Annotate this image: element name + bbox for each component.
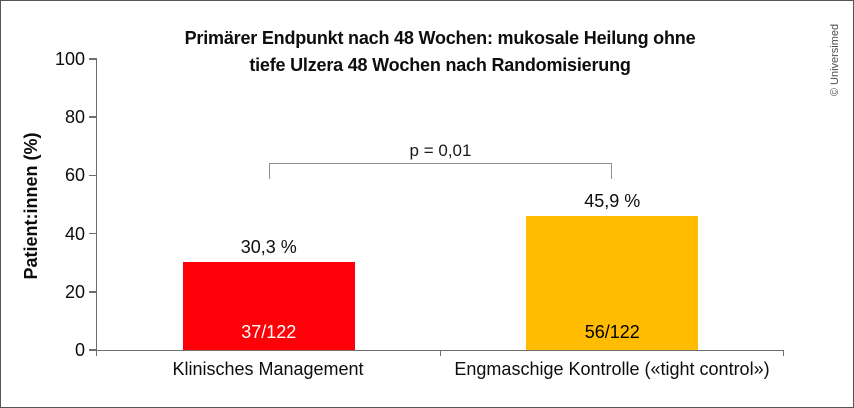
bar-count-label: 56/122 [584,322,640,342]
y-axis-tick [89,116,97,118]
bar-value-label: 30,3 % [240,236,297,257]
x-category-label-klinisches-management: Klinisches Management [172,359,364,379]
y-axis-tick [89,174,97,177]
y-tick-label: 40 [64,223,85,244]
y-tick-label: 20 [64,281,85,302]
x-axis-tick [95,350,97,356]
bar-klinisches-management: 37/122 [182,261,355,350]
y-axis-tick [89,349,97,351]
bars-container: 30,3 % 37/122 45,9 % 56/122 [97,59,784,350]
y-axis-tick [89,232,97,235]
bar-count-label: 37/122 [241,322,297,342]
x-axis-tick [439,350,441,356]
bar-tight-control: 56/122 [526,216,699,350]
bar-group-klinisches-management: 30,3 % 37/122 [97,59,441,350]
chart-title-line2: tiefe Ulzera 48 Wochen nach Randomisieru… [249,55,631,75]
y-axis-title: Patient:innen (%) [21,132,41,280]
y-tick-label: 0 [74,340,85,360]
chart-title: Primärer Endpunkt nach 48 Wochen: mukosa… [96,25,784,79]
chart-title-line1: Primärer Endpunkt nach 48 Wochen: mukosa… [184,28,696,48]
x-category-label-tight-control: Engmaschige Kontrolle («tight control») [454,359,770,379]
y-axis-tick [89,58,97,60]
y-tick-label: 100 [54,49,85,69]
p-value-label: p = 0,01 [409,141,472,160]
x-axis-category-labels: Klinisches Management Engmaschige Kontro… [96,358,784,380]
copyright-credit: © Universimed [829,23,841,97]
x-axis-tick [782,350,784,356]
significance-bracket: p = 0,01 [268,142,613,179]
y-tick-label: 80 [64,107,85,128]
y-axis-tick [89,291,97,293]
plot-area: 30,3 % 37/122 45,9 % 56/122 p = 0,01 0 20… [55,50,784,359]
y-tick-label: 60 [64,165,85,186]
bar-value-label: 45,9 % [584,191,641,212]
bar-group-tight-control: 45,9 % 56/122 [441,59,785,350]
